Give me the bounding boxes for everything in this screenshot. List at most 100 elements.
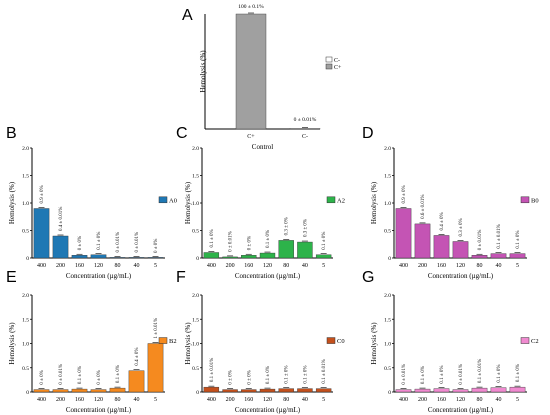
panel-c-y-tick-label: 0.5: [192, 229, 199, 235]
panel-g-legend-swatch: [520, 337, 530, 344]
panel-e-category-label: 5: [154, 397, 157, 403]
panel-f-bar: [278, 388, 294, 393]
panel-a-legend-swatch: [325, 56, 333, 63]
panel-e-bar: [109, 387, 126, 393]
panel-e-category-label: 160: [75, 397, 84, 403]
panel-d-y-tick-label: 2.0: [384, 146, 391, 152]
panel-g-x-axis-label: Concentration (µg/mL): [428, 406, 494, 414]
panel-a-category-label: C-: [302, 134, 308, 140]
panel-a-label: A: [182, 7, 193, 24]
panel-b-category-label: 40: [134, 263, 140, 269]
panel-a-category-label: C+: [247, 134, 255, 140]
panel-b-legend-swatch: [158, 196, 168, 204]
panel-d-data-label: 0 ± 0.01%: [478, 230, 483, 251]
panel-f-category-label: 5: [322, 397, 325, 403]
panel-e-legend-swatch: [158, 337, 168, 344]
panel-g-bar: [433, 388, 450, 393]
panel-g-bar: [414, 388, 431, 393]
panel-d-bar: [395, 208, 412, 259]
panel-b-bar: [147, 257, 164, 259]
panel-c-category-label: 5: [322, 263, 325, 269]
panel-f-data-label: 0.1 ± 0.01%: [322, 359, 327, 383]
panel-f-category-label: 200: [226, 397, 235, 403]
panel-b-category-label: 80: [115, 263, 121, 269]
panel-g-category-label: 80: [477, 397, 483, 403]
panel-g-category-label: 200: [418, 397, 427, 403]
panel-b-category-label: 400: [37, 263, 46, 269]
panel-f-category-label: 40: [302, 397, 308, 403]
panel-a-legend-label: C+: [334, 65, 342, 71]
panel-f-data-label: 0 ± 0%: [229, 370, 234, 384]
panel-d-y-tick-label: 0: [388, 256, 391, 262]
panel-a-y-axis-label: Hemolysis (%): [199, 50, 207, 93]
panel-g-y-tick-label: 1.5: [384, 317, 391, 323]
panel-e-y-tick-label: 1.0: [22, 342, 29, 348]
panel-b-bar: [71, 255, 88, 259]
panel-c-label: C: [176, 125, 188, 142]
panel-e-x-axis-label: Concentration (µg/mL): [66, 406, 132, 414]
panel-b-data-label: 0 ± 0.01%: [116, 232, 121, 253]
panel-f-category-label: 400: [207, 397, 216, 403]
panel-d-data-label: 0.9 ± 0%: [402, 185, 407, 203]
panel-a-legend-label: C-: [334, 58, 340, 64]
panel-d-data-label: 0.6 ± 0.01%: [421, 194, 426, 218]
panel-c-y-tick-label: 1.0: [192, 201, 199, 207]
panel-b-bar: [33, 208, 50, 259]
panel-f-legend-swatch: [326, 337, 336, 344]
panel-g-category-label: 5: [516, 397, 519, 403]
panel-e-y-tick-label: 0.5: [22, 366, 29, 372]
panel-g-bar: [509, 386, 526, 393]
panel-c-bar: [297, 241, 313, 259]
panel-c-legend-label: A2: [337, 197, 345, 204]
panel-b-y-tick-label: 2.0: [22, 146, 29, 152]
panel-a-data-label: 100 ± 0.1%: [238, 4, 264, 10]
panel-c-y-tick-label: 2.0: [192, 146, 199, 152]
panel-b-bar: [90, 254, 107, 259]
panel-e-data-label: 1 ± 0.01%: [154, 318, 159, 339]
panel-e-bar: [52, 389, 69, 393]
panel-e-data-label: 0.4 ± 0%: [135, 347, 140, 365]
panel-b-bar: [109, 257, 126, 259]
panel-c-category-label: 40: [302, 263, 308, 269]
panel-e-bar: [90, 389, 107, 393]
panel-d-data-label: 0.1 ± 0%: [516, 230, 521, 248]
panel-e-data-label: 0.1 ± 0%: [116, 365, 121, 383]
panel-f-y-tick-label: 1.5: [192, 317, 199, 323]
panel-f-legend-label: C0: [337, 338, 345, 345]
panel-d-legend-label: B0: [531, 197, 539, 204]
panel-g-bar: [490, 387, 507, 393]
panel-b-data-label: 0 ± 0%: [154, 239, 159, 253]
panel-g-bar: [452, 389, 469, 393]
panel-b-x-axis-label: Concentration (µg/mL): [66, 272, 132, 280]
panel-e-label: E: [6, 269, 17, 286]
panel-b-data-label: 0 ± 0.01%: [135, 232, 140, 253]
panel-e-data-label: 0 ± 0.01%: [59, 364, 64, 385]
panel-d-bar: [414, 223, 431, 259]
panel-c-category-label: 400: [207, 263, 216, 269]
panel-d-category-label: 80: [477, 263, 483, 269]
panel-f-bar: [297, 388, 313, 393]
panel-e-category-label: 400: [37, 397, 46, 403]
panel-g-bar: [395, 389, 412, 393]
panel-d-data-label: 0.4 ± 0%: [440, 212, 445, 230]
panel-b-y-tick-label: 0: [26, 256, 29, 262]
panel-g-legend-label: C2: [531, 338, 539, 345]
panel-g-y-tick-label: 2.0: [384, 293, 391, 299]
panel-c-category-label: 160: [244, 263, 253, 269]
panel-e-data-label: 0.1 ± 0%: [78, 366, 83, 384]
panel-b-category-label: 200: [56, 263, 65, 269]
panel-f-x-axis-label: Concentration (µg/mL): [235, 406, 301, 414]
panel-e-y-tick-label: 1.5: [22, 317, 29, 323]
panel-c-bar: [203, 252, 220, 259]
panel-g-data-label: 0 ± 0.01%: [459, 364, 464, 385]
panel-f-bar: [315, 388, 332, 393]
panel-b-y-tick-label: 1.0: [22, 201, 29, 207]
panel-g-category-label: 40: [496, 397, 502, 403]
panel-g-category-label: 400: [399, 397, 408, 403]
panel-a-bar: [289, 128, 321, 130]
panel-e-bar: [71, 388, 88, 393]
panel-b-label: B: [6, 125, 17, 142]
panel-c-data-label: 0.1 ± 0%: [210, 229, 215, 247]
panel-g-category-label: 160: [437, 397, 446, 403]
